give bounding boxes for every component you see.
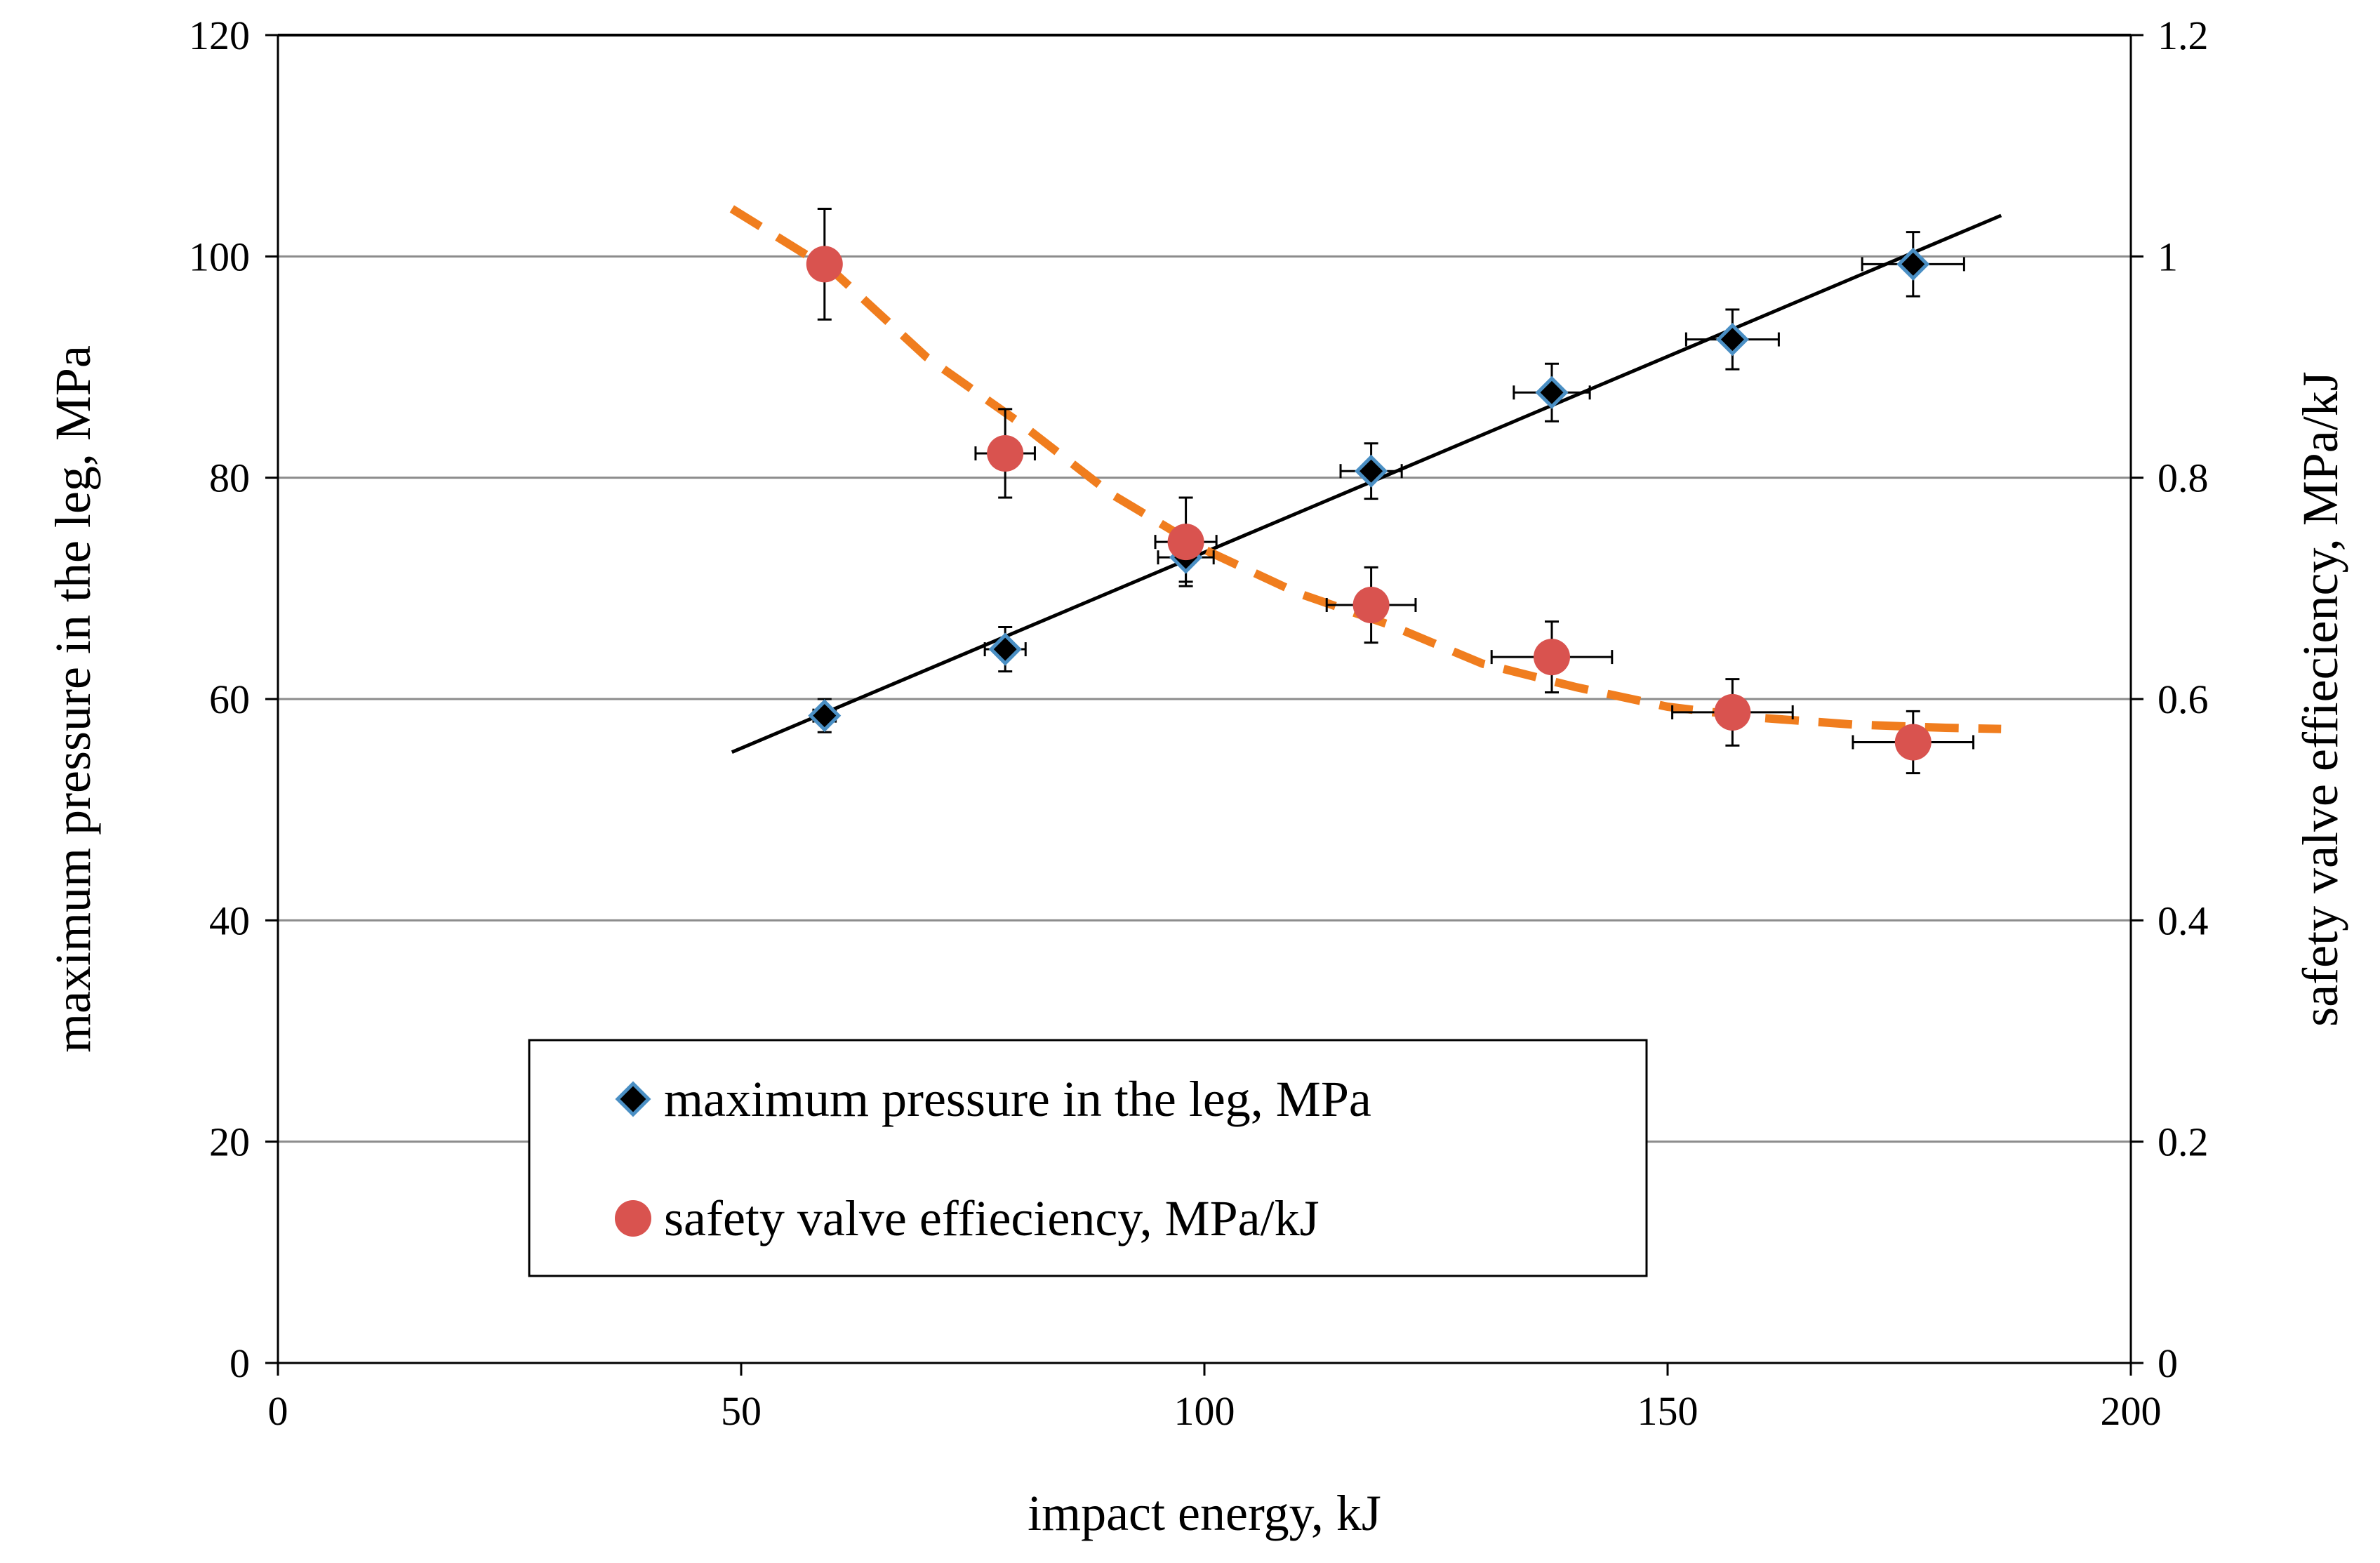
x-tick-label: 50 [721,1388,762,1434]
y-left-tick-label: 80 [209,455,250,501]
y-axis-left-title: maximum pressure in the leg, MPa [45,345,101,1053]
y-left-tick-label: 120 [189,13,250,58]
x-tick-label: 150 [1637,1388,1698,1434]
data-markers [806,246,1932,761]
y-right-tick-label: 1 [2158,234,2178,279]
pressure-point [808,699,842,733]
x-tick-label: 0 [268,1388,288,1434]
efficiency-point [987,434,1024,472]
y-left-tick-label: 40 [209,898,250,943]
legend-diamond-icon [615,1081,651,1117]
trendlines [729,205,2002,754]
pressure-point [1535,375,1569,409]
efficiency-point [806,246,843,283]
y-left-tick-label: 100 [189,234,250,279]
legend-label-efficiency: safety valve effieciency, MPa/kJ [664,1190,1319,1246]
efficiency-point [1167,524,1204,561]
efficiency-trendline [729,205,2002,733]
efficiency-point [1534,639,1570,676]
x-tick-label: 200 [2101,1388,2162,1434]
legend-circle-icon [615,1200,651,1237]
y-left-tick-label: 20 [209,1119,250,1165]
y-left-tick-label: 60 [209,677,250,722]
pressure-point [1896,247,1930,281]
y-right-tick-label: 0.6 [2158,677,2209,722]
pressure-point [1355,454,1388,488]
efficiency-point [1352,586,1390,623]
tick-labels: 0 20 40 60 80 100 120 0 0.2 0.4 0.6 0.8 1 1.2 0 50 100 15… [189,13,2209,1434]
y-right-tick-label: 1.2 [2158,13,2209,58]
legend: maximum pressure in the leg, MPa safety … [528,1039,1648,1277]
x-tick-label: 100 [1174,1388,1235,1434]
y-axis-right-title: safety valve effieciency, MPa/kJ [2292,371,2348,1027]
y-right-tick-label: 0.2 [2158,1119,2209,1165]
pressure-trendline [731,213,2002,754]
y-right-tick-label: 0.4 [2158,898,2209,943]
efficiency-point [1894,724,1932,761]
pressure-point [1715,323,1749,357]
y-left-tick-label: 0 [230,1341,250,1386]
pressure-point [988,632,1022,666]
y-right-tick-label: 0 [2158,1341,2178,1386]
y-right-tick-label: 0.8 [2158,455,2209,501]
legend-box [528,1039,1648,1277]
legend-label-pressure: maximum pressure in the leg, MPa [664,1071,1371,1127]
x-axis-title: impact energy, kJ [1028,1485,1381,1541]
efficiency-point [1714,693,1751,731]
